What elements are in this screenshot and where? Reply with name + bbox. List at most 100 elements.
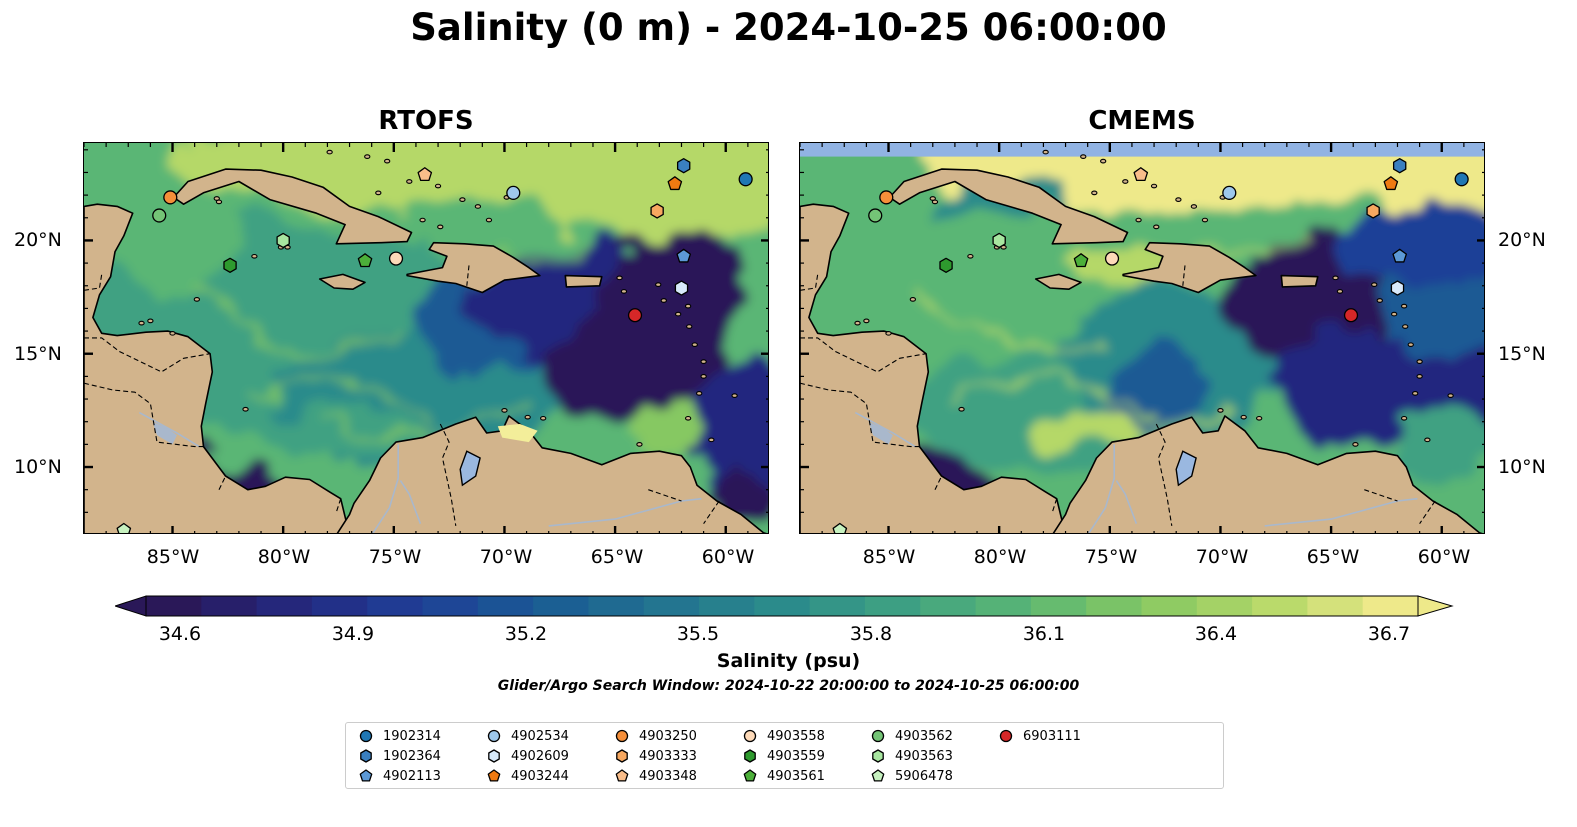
colorbar-bin — [1141, 596, 1198, 616]
legend-marker-circle-icon — [999, 729, 1013, 743]
lon-label-65w-left: 65°W — [590, 546, 644, 568]
float-marker-4903558 — [388, 251, 404, 266]
small-island — [885, 330, 892, 336]
colorbar-bin — [920, 596, 977, 616]
small-island — [1332, 275, 1339, 281]
legend-label: 4903333 — [639, 748, 697, 764]
river — [163, 425, 174, 441]
small-island — [437, 224, 444, 230]
colorbar-bin — [1196, 596, 1253, 616]
float-marker-4903562 — [152, 208, 167, 223]
lon-label-60w-right: 60°W — [1417, 546, 1471, 568]
landmass — [318, 273, 366, 290]
river — [1088, 444, 1116, 533]
float-marker-4903250 — [163, 190, 178, 205]
country-border — [84, 274, 103, 291]
lon-label-70w-right: 70°W — [1195, 546, 1249, 568]
legend-label: 4903559 — [767, 748, 825, 764]
legend: 1902314 1902364 4902113 4902534 4902609 49032… — [345, 722, 1224, 789]
small-island — [326, 149, 333, 155]
float-marker-4903559 — [939, 257, 953, 274]
float-marker-1902364 — [676, 158, 691, 174]
small-island — [1412, 391, 1419, 396]
small-island — [636, 442, 643, 447]
small-island — [854, 320, 861, 326]
colorbar-bin — [1086, 596, 1143, 616]
colorbar-bin — [311, 596, 368, 616]
country-border — [648, 489, 682, 502]
country-border — [1051, 498, 1058, 513]
small-island — [1122, 179, 1129, 184]
lake-nicaragua — [152, 421, 177, 445]
small-island — [691, 342, 698, 348]
small-island — [1424, 437, 1431, 443]
lat-label-15n-left: 15°N — [14, 343, 62, 365]
legend-item: 4903333 — [614, 746, 697, 766]
small-island — [242, 406, 249, 412]
small-island — [1447, 393, 1454, 398]
colorbar-tick-label: 34.9 — [331, 623, 375, 645]
legend-label: 4902609 — [511, 748, 569, 764]
landmass — [1034, 273, 1082, 290]
small-island — [485, 217, 493, 223]
float-marker-4902609 — [674, 280, 689, 296]
small-island — [1240, 414, 1247, 420]
main-title: Salinity (0 m) - 2024-10-25 06:00:00 — [410, 6, 1167, 49]
float-marker-4902609 — [1390, 280, 1405, 296]
axis-ticks — [800, 143, 1484, 533]
colorbar-bin — [201, 596, 258, 616]
small-island — [696, 391, 703, 396]
colorbar-extend-high — [1417, 595, 1454, 617]
lat-label-15n-right: 15°N — [1498, 343, 1546, 365]
float-marker-4903244 — [1383, 176, 1399, 191]
small-island — [1190, 204, 1198, 209]
legend-item: 4902534 — [486, 726, 569, 746]
float-marker-4903561 — [1073, 253, 1089, 268]
float-marker-5906478 — [116, 522, 132, 533]
float-marker-4903333 — [1366, 203, 1380, 219]
river — [548, 497, 702, 527]
river — [1264, 497, 1418, 527]
search-window-subtitle: Glider/Argo Search Window: 2024-10-22 20… — [497, 678, 1080, 694]
small-island — [1416, 359, 1423, 365]
small-island — [406, 179, 413, 184]
small-island — [863, 318, 870, 324]
float-marker-1902364 — [1392, 158, 1407, 174]
landmass — [888, 168, 1129, 245]
legend-marker-hexagon-icon — [872, 749, 884, 763]
float-marker-4903333 — [650, 203, 664, 219]
small-island — [909, 296, 917, 302]
map-panel-cmems — [799, 142, 1485, 534]
small-island — [251, 253, 258, 259]
river — [372, 444, 400, 533]
small-island — [655, 282, 662, 287]
legend-item: 4903348 — [614, 766, 697, 786]
small-island — [1091, 190, 1098, 196]
lon-label-60w-left: 60°W — [701, 546, 755, 568]
small-island — [1376, 298, 1383, 303]
float-markers — [832, 158, 1469, 533]
river — [879, 425, 890, 441]
lon-label-80w-left: 80°W — [257, 546, 311, 568]
small-island — [169, 330, 176, 336]
axis-ticks — [84, 143, 768, 533]
float-marker-4903562 — [868, 208, 883, 223]
small-island — [1256, 415, 1263, 421]
small-island — [1153, 224, 1160, 230]
small-island — [138, 320, 145, 326]
river — [1115, 480, 1138, 524]
legend-label: 4903250 — [639, 728, 697, 744]
country-border — [1155, 423, 1173, 526]
lon-label-80w-right: 80°W — [973, 546, 1027, 568]
small-island — [1080, 154, 1087, 159]
lat-label-10n-left: 10°N — [14, 456, 62, 478]
legend-item: 4903562 — [870, 726, 953, 746]
legend-item: 4903244 — [486, 766, 569, 786]
small-island — [967, 253, 974, 259]
legend-marker-hexagon-icon — [360, 749, 372, 763]
coastal-high-salinity-patch — [497, 424, 538, 443]
landmass — [172, 168, 413, 245]
landmass — [1052, 415, 1483, 533]
colorbar-bin — [975, 596, 1032, 616]
colorbar-bin — [1252, 596, 1308, 616]
